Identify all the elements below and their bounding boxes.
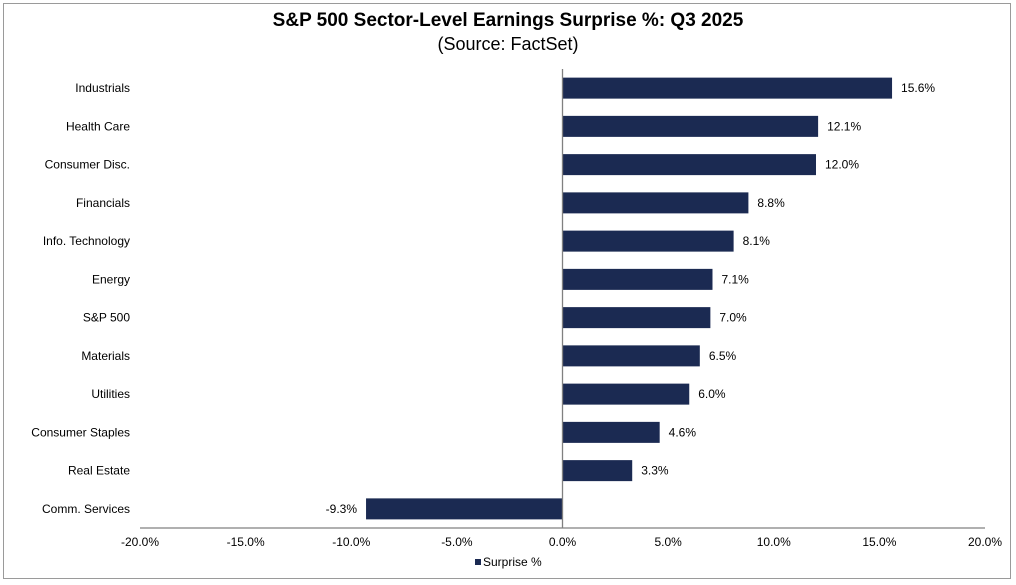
bar: [562, 421, 660, 443]
x-tick-label: 20.0%: [968, 535, 1002, 549]
data-label: 8.8%: [757, 196, 785, 210]
data-label: 6.5%: [709, 349, 737, 363]
category-label: Energy: [92, 272, 130, 286]
data-label: 7.1%: [721, 272, 749, 286]
bar: [562, 77, 893, 99]
category-label: Utilities: [91, 387, 130, 401]
category-label: Industrials: [75, 81, 130, 95]
bar: [562, 460, 633, 482]
data-label: 8.1%: [743, 234, 771, 248]
data-label: 12.0%: [825, 158, 859, 172]
category-label: Materials: [81, 349, 130, 363]
x-tick-label: -5.0%: [441, 535, 473, 549]
bar: [562, 154, 816, 176]
chart-subtitle: (Source: FactSet): [437, 34, 579, 54]
category-label: S&P 500: [83, 311, 130, 325]
data-label: -9.3%: [326, 502, 358, 516]
bar: [562, 383, 690, 405]
category-label: Consumer Staples: [31, 425, 130, 439]
x-tick-label: -20.0%: [121, 535, 159, 549]
bar: [562, 307, 711, 329]
x-tick-label: 5.0%: [654, 535, 682, 549]
bar: [562, 115, 819, 137]
bar: [562, 192, 749, 214]
legend-swatch: [475, 559, 481, 565]
data-label: 6.0%: [698, 387, 726, 401]
x-tick-label: 10.0%: [757, 535, 791, 549]
legend-label: Surprise %: [483, 555, 542, 569]
bar: [562, 268, 713, 290]
data-label: 15.6%: [901, 81, 935, 95]
chart-frame: [3, 3, 1011, 579]
x-tick-label: -10.0%: [332, 535, 370, 549]
category-label: Health Care: [66, 119, 130, 133]
data-label: 12.1%: [827, 119, 861, 133]
x-tick-label: 15.0%: [862, 535, 896, 549]
chart-title: S&P 500 Sector-Level Earnings Surprise %…: [272, 10, 744, 31]
category-label: Financials: [76, 196, 130, 210]
bar: [366, 498, 563, 520]
bar: [562, 230, 734, 252]
data-label: 4.6%: [669, 425, 697, 439]
category-label: Real Estate: [68, 464, 130, 478]
category-label: Info. Technology: [43, 234, 130, 248]
category-label: Consumer Disc.: [45, 158, 130, 172]
x-tick-label: 0.0%: [549, 535, 577, 549]
bar: [562, 345, 700, 367]
category-label: Comm. Services: [42, 502, 130, 516]
data-label: 7.0%: [719, 311, 747, 325]
x-tick-label: -15.0%: [227, 535, 265, 549]
data-label: 3.3%: [641, 464, 669, 478]
